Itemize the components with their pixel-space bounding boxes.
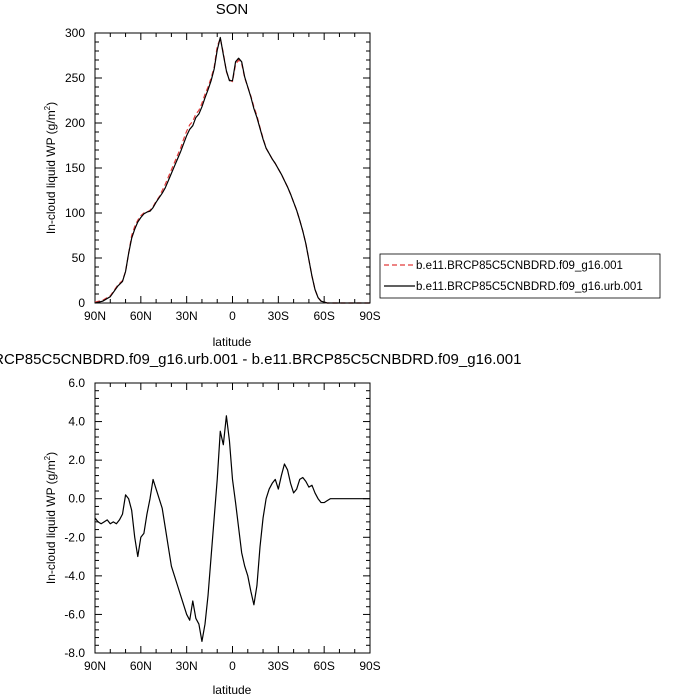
top-x-tick-label: 0 xyxy=(229,309,236,323)
legend-label-series-1: b.e11.BRCP85C5CNBDRD.f09_g16.001 xyxy=(416,260,623,272)
bottom-y-tick-labels: 6.0 4.0 2.0 0.0 -2.0 -4.0 -6.0 -8.0 xyxy=(64,376,85,660)
top-x-tick-label: 90N xyxy=(84,309,106,323)
top-y-axis-label: In-cloud liquid WP (g/m2) xyxy=(43,102,58,234)
bottom-y-axis-label-close: ) xyxy=(44,452,58,456)
bottom-x-axis-label: latitude xyxy=(213,683,252,697)
bottom-y-tick-label: 6.0 xyxy=(68,376,85,390)
bottom-series-line-1 xyxy=(94,415,370,643)
bottom-y-tick-label: -2.0 xyxy=(64,530,85,544)
top-x-tick-label: 60S xyxy=(313,309,334,323)
bottom-x-tick-label: 60S xyxy=(313,659,334,673)
top-y-tick-label: 200 xyxy=(65,116,85,130)
bottom-y-axis-label: In-cloud liquid WP (g/m2) xyxy=(43,452,58,584)
bottom-y-axis-label-main: In-cloud liquid WP (g/m xyxy=(44,460,58,584)
top-y-tick-label: 300 xyxy=(65,26,85,40)
bottom-ticks xyxy=(94,382,371,654)
top-y-tick-label: 50 xyxy=(72,251,86,265)
bottom-x-tick-label: 90S xyxy=(359,659,380,673)
top-y-axis-label-close: ) xyxy=(44,102,58,106)
bottom-y-tick-label: 2.0 xyxy=(68,453,85,467)
bottom-y-axis-label-sup: 2 xyxy=(43,455,52,460)
bottom-chart-title: b.e11.BRCP85C5CNBDRD.f09_g16.urb.001 - b… xyxy=(0,351,521,368)
bottom-y-tick-label: -6.0 xyxy=(64,607,85,621)
top-x-tick-label: 30N xyxy=(176,309,198,323)
bottom-y-tick-label: -4.0 xyxy=(64,569,85,583)
top-y-tick-label: 0 xyxy=(78,296,85,310)
bottom-x-tick-label: 60N xyxy=(130,659,152,673)
bottom-y-tick-label: 0.0 xyxy=(68,492,85,506)
chart-bottom: b.e11.BRCP85C5CNBDRD.f09_g16.urb.001 - b… xyxy=(0,351,521,697)
bottom-x-tick-labels: 90N 60N 30N 0 30S 60S 90S xyxy=(84,659,381,673)
bottom-plot-frame xyxy=(94,382,371,654)
top-plot-frame xyxy=(94,32,371,304)
top-y-axis-label-sup: 2 xyxy=(43,105,52,110)
top-x-axis-label: latitude xyxy=(213,335,252,349)
top-x-tick-labels: 90N 60N 30N 0 30S 60S 90S xyxy=(84,309,381,323)
top-y-axis-label-main: In-cloud liquid WP (g/m xyxy=(44,110,58,234)
bottom-x-tick-label: 0 xyxy=(229,659,236,673)
top-ticks xyxy=(94,32,371,304)
legend-label-series-2: b.e11.BRCP85C5CNBDRD.f09_g16.urb.001 xyxy=(416,281,643,293)
bottom-y-tick-label: 4.0 xyxy=(68,415,85,429)
bottom-x-tick-label: 90N xyxy=(84,659,106,673)
top-y-tick-label: 150 xyxy=(65,161,85,175)
top-series-line-2 xyxy=(94,36,370,304)
bottom-x-tick-label: 30S xyxy=(268,659,289,673)
top-y-tick-labels: 0 50 100 150 200 250 300 xyxy=(65,26,85,310)
top-chart-title: SON xyxy=(216,1,249,18)
bottom-x-tick-label: 30N xyxy=(176,659,198,673)
top-y-tick-label: 250 xyxy=(65,71,85,85)
top-series-group xyxy=(94,36,370,304)
top-x-tick-label: 30S xyxy=(268,309,289,323)
top-x-tick-label: 60N xyxy=(130,309,152,323)
bottom-series-group xyxy=(94,415,370,643)
bottom-y-tick-label: -8.0 xyxy=(64,646,85,660)
chart-top: SON 90N 60N 30N 0 30S 60S 90S 0 50 100 150 200 250 3… xyxy=(43,1,661,349)
legend: b.e11.BRCP85C5CNBDRD.f09_g16.001 b.e11.B… xyxy=(379,253,661,299)
legend-box xyxy=(379,253,661,299)
top-x-tick-label: 90S xyxy=(359,309,380,323)
top-y-tick-label: 100 xyxy=(65,206,85,220)
